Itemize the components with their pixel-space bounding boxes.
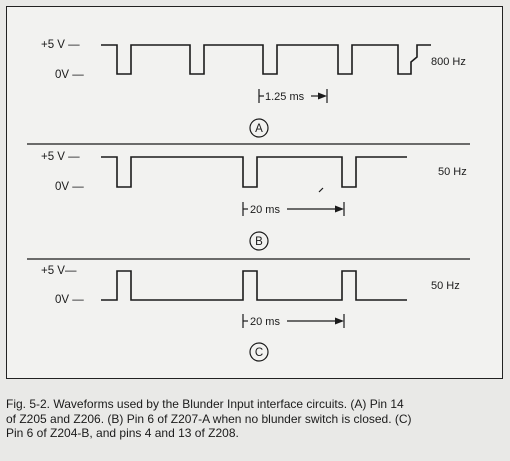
panel-b-high-level-label: +5 V — <box>41 151 80 163</box>
figure-frame: +5 V — 0V — 800 Hz 1.25 ms A +5 V — 0V —… <box>6 6 503 379</box>
panel-c-marker-circle <box>249 342 269 362</box>
panel-c-square-wave <box>101 270 407 301</box>
panel-a-square-wave <box>101 44 431 75</box>
panel-a-marker-label: A <box>255 123 263 135</box>
panel-c: +5 V— 0V — 50 Hz 20 ms C <box>41 265 460 362</box>
panel-c-low-level-label: 0V — <box>55 294 84 306</box>
panel-b-marker-label: B <box>255 236 263 248</box>
panel-a-period-dimension: 1.25 ms <box>258 89 328 103</box>
panel-a: +5 V — 0V — 800 Hz 1.25 ms A <box>41 39 466 138</box>
panel-b: +5 V — 0V — 50 Hz 20 ms B <box>41 151 467 251</box>
panel-c-high-level-label: +5 V— <box>41 265 77 277</box>
panel-b-marker-circle <box>249 231 269 251</box>
panel-b-period-label: 20 ms <box>250 204 280 216</box>
panel-b-square-wave <box>101 156 407 188</box>
panel-b-period-dimension: 20 ms <box>242 202 345 216</box>
panel-c-period-label: 20 ms <box>250 316 280 328</box>
caption-line: of Z205 and Z206. (B) Pin 6 of Z207-A wh… <box>6 411 412 426</box>
panel-b-frequency-label: 50 Hz <box>438 166 467 178</box>
panel-a-frequency-label: 800 Hz <box>431 56 466 68</box>
caption-line: Fig. 5-2. Waveforms used by the Blunder … <box>6 397 404 411</box>
panel-b-low-level-label: 0V — <box>55 181 84 193</box>
panel-b-stray-mark <box>318 187 324 193</box>
panel-a-period-label: 1.25 ms <box>265 91 305 103</box>
figure-caption: Fig. 5-2. Waveforms used by the Blunder … <box>6 397 504 441</box>
waveform-diagram: +5 V — 0V — 800 Hz 1.25 ms A +5 V — 0V —… <box>27 39 470 362</box>
panel-a-high-level-label: +5 V — <box>41 39 80 51</box>
panel-c-frequency-label: 50 Hz <box>431 280 460 292</box>
panel-a-marker-circle <box>249 118 269 138</box>
panel-a-low-level-label: 0V — <box>55 69 84 81</box>
panel-c-marker-label: C <box>255 347 263 359</box>
panel-c-period-dimension: 20 ms <box>242 314 345 328</box>
caption-line: Pin 6 of Z204-B, and pins 4 and 13 of Z2… <box>6 426 239 440</box>
